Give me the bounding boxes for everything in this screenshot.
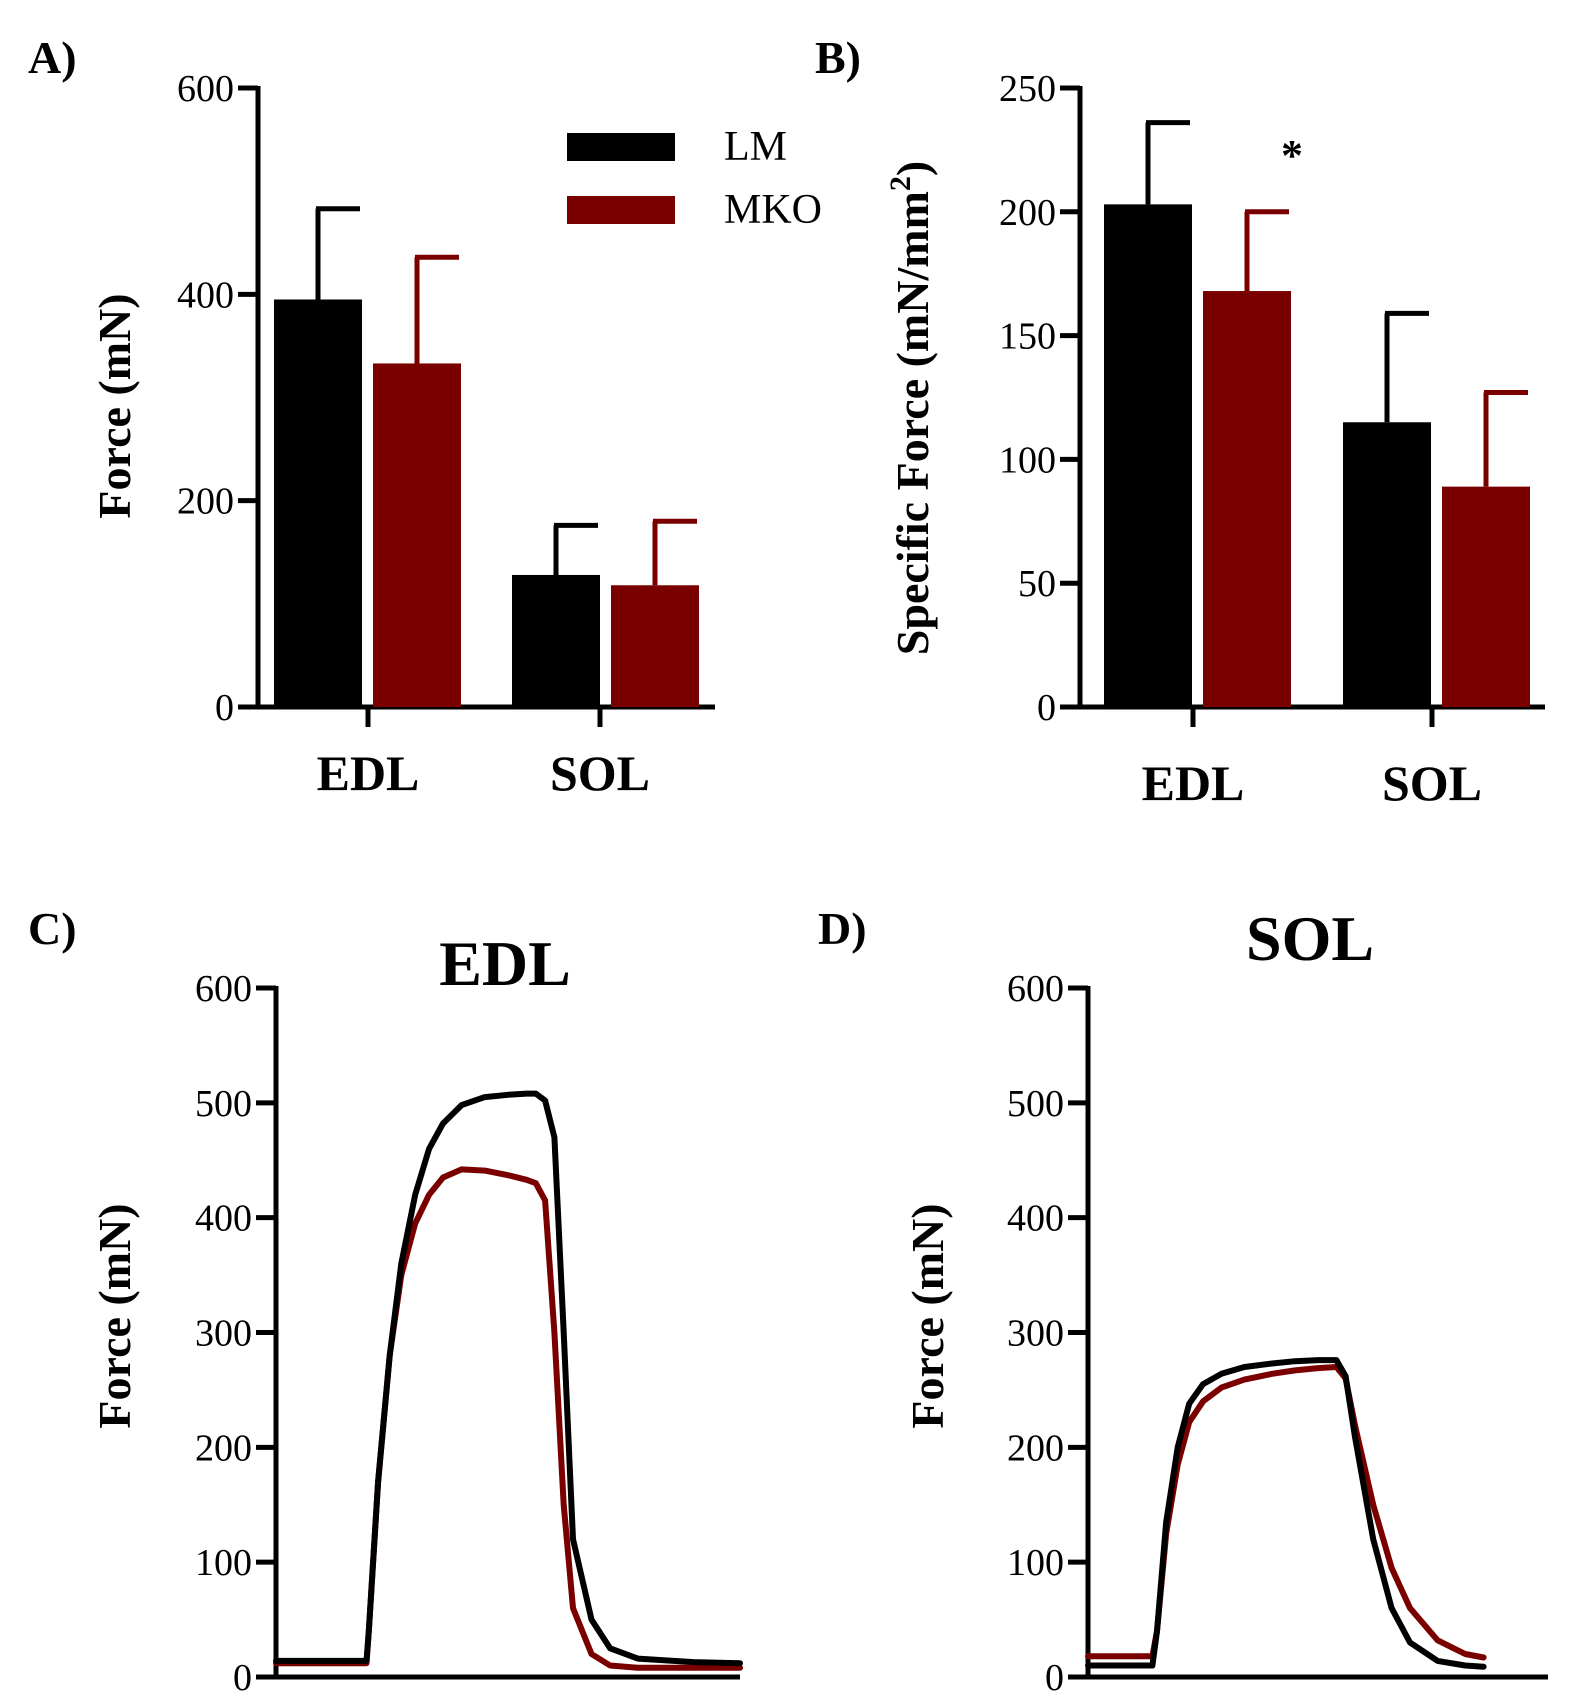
y-axis-label-c: Force (mN): [89, 1203, 140, 1428]
y-axis-label-b: Specific Force (mN/mm2): [884, 161, 938, 655]
y-tick-label-a-400: 400: [177, 274, 234, 316]
plot-title-d: SOL: [1246, 903, 1374, 974]
panel-label-a: A): [28, 32, 77, 83]
y-tick-label-b-150: 150: [999, 316, 1056, 358]
plot-title-c: EDL: [439, 928, 571, 999]
y-tick-label-d-400: 400: [1007, 1198, 1064, 1240]
legend-label-lm: LM: [724, 124, 787, 170]
panel-b: B) 0 50 100 150 200 250 EDL * SOL Specific Force…: [815, 32, 1545, 811]
y-tick-label-c-400: 400: [195, 1198, 252, 1240]
legend: LM MKO: [567, 124, 822, 233]
line-c-lm: [273, 1090, 743, 1667]
y-tick-label-b-250: 250: [999, 68, 1056, 110]
panel-d: D) SOL 0 100 200 300 400 500 600 Force (mN): [818, 903, 1548, 1699]
bar-a-sol-lm: [512, 574, 600, 707]
y-axis-label-b-suffix: ): [887, 161, 938, 176]
panel-label-b: B): [815, 32, 861, 83]
y-tick-label-c-300: 300: [195, 1313, 252, 1355]
y-tick-label-b-50: 50: [1018, 563, 1056, 605]
x-tick-label-b-sol: SOL: [1382, 755, 1482, 811]
y-tick-label-d-100: 100: [1007, 1542, 1064, 1584]
bar-b-sol-lm: [1343, 422, 1431, 707]
y-tick-label-b-0: 0: [1037, 687, 1056, 729]
y-axis-label-d: Force (mN): [902, 1203, 953, 1428]
bar-a-edl-lm: [274, 299, 362, 707]
bar-b-edl-mko: [1203, 291, 1291, 707]
y-tick-label-c-0: 0: [233, 1657, 252, 1699]
line-d-lm: [1085, 1357, 1487, 1670]
y-tick-label-a-0: 0: [215, 687, 234, 729]
y-tick-label-c-100: 100: [195, 1542, 252, 1584]
bar-b-edl-lm: [1104, 204, 1192, 707]
bar-a-edl-mko: [373, 363, 461, 707]
y-axis-label-b-superscript: 2: [884, 176, 917, 191]
bar-a-sol-mko: [611, 585, 699, 707]
x-tick-label-b-edl: EDL: [1142, 755, 1245, 811]
legend-swatch-lm: [567, 133, 675, 161]
y-tick-label-a-600: 600: [177, 68, 234, 110]
y-tick-label-b-200: 200: [999, 192, 1056, 234]
legend-label-mko: MKO: [724, 187, 822, 233]
y-axis-label-a: Force (mN): [89, 293, 140, 518]
line-d-mko: [1085, 1364, 1487, 1661]
y-tick-label-d-300: 300: [1007, 1313, 1064, 1355]
y-tick-label-d-200: 200: [1007, 1427, 1064, 1469]
y-tick-label-a-200: 200: [177, 481, 234, 523]
bar-b-sol-mko: [1442, 486, 1530, 707]
significance-marker-b: *: [1281, 131, 1303, 180]
panel-label-d: D): [818, 903, 867, 954]
panel-c: C) EDL 0 100 200 300 400 500 600 Force (mN): [28, 903, 743, 1699]
line-c-mko: [273, 1166, 743, 1671]
panel-a: A) 0 200 400 600 EDL SOL Force (mN) LM MKO: [28, 32, 822, 801]
panel-label-c: C): [28, 903, 77, 954]
x-tick-label-a-sol: SOL: [550, 745, 650, 801]
y-tick-label-d-600: 600: [1007, 968, 1064, 1010]
legend-swatch-mko: [567, 196, 675, 224]
y-tick-label-c-200: 200: [195, 1427, 252, 1469]
y-tick-label-d-0: 0: [1045, 1657, 1064, 1699]
y-tick-label-d-500: 500: [1007, 1083, 1064, 1125]
y-tick-label-c-600: 600: [195, 968, 252, 1010]
x-tick-label-a-edl: EDL: [317, 745, 420, 801]
y-axis-label-b-main: Specific Force (mN/mm: [887, 191, 938, 655]
y-tick-label-c-500: 500: [195, 1083, 252, 1125]
y-tick-label-b-100: 100: [999, 439, 1056, 481]
